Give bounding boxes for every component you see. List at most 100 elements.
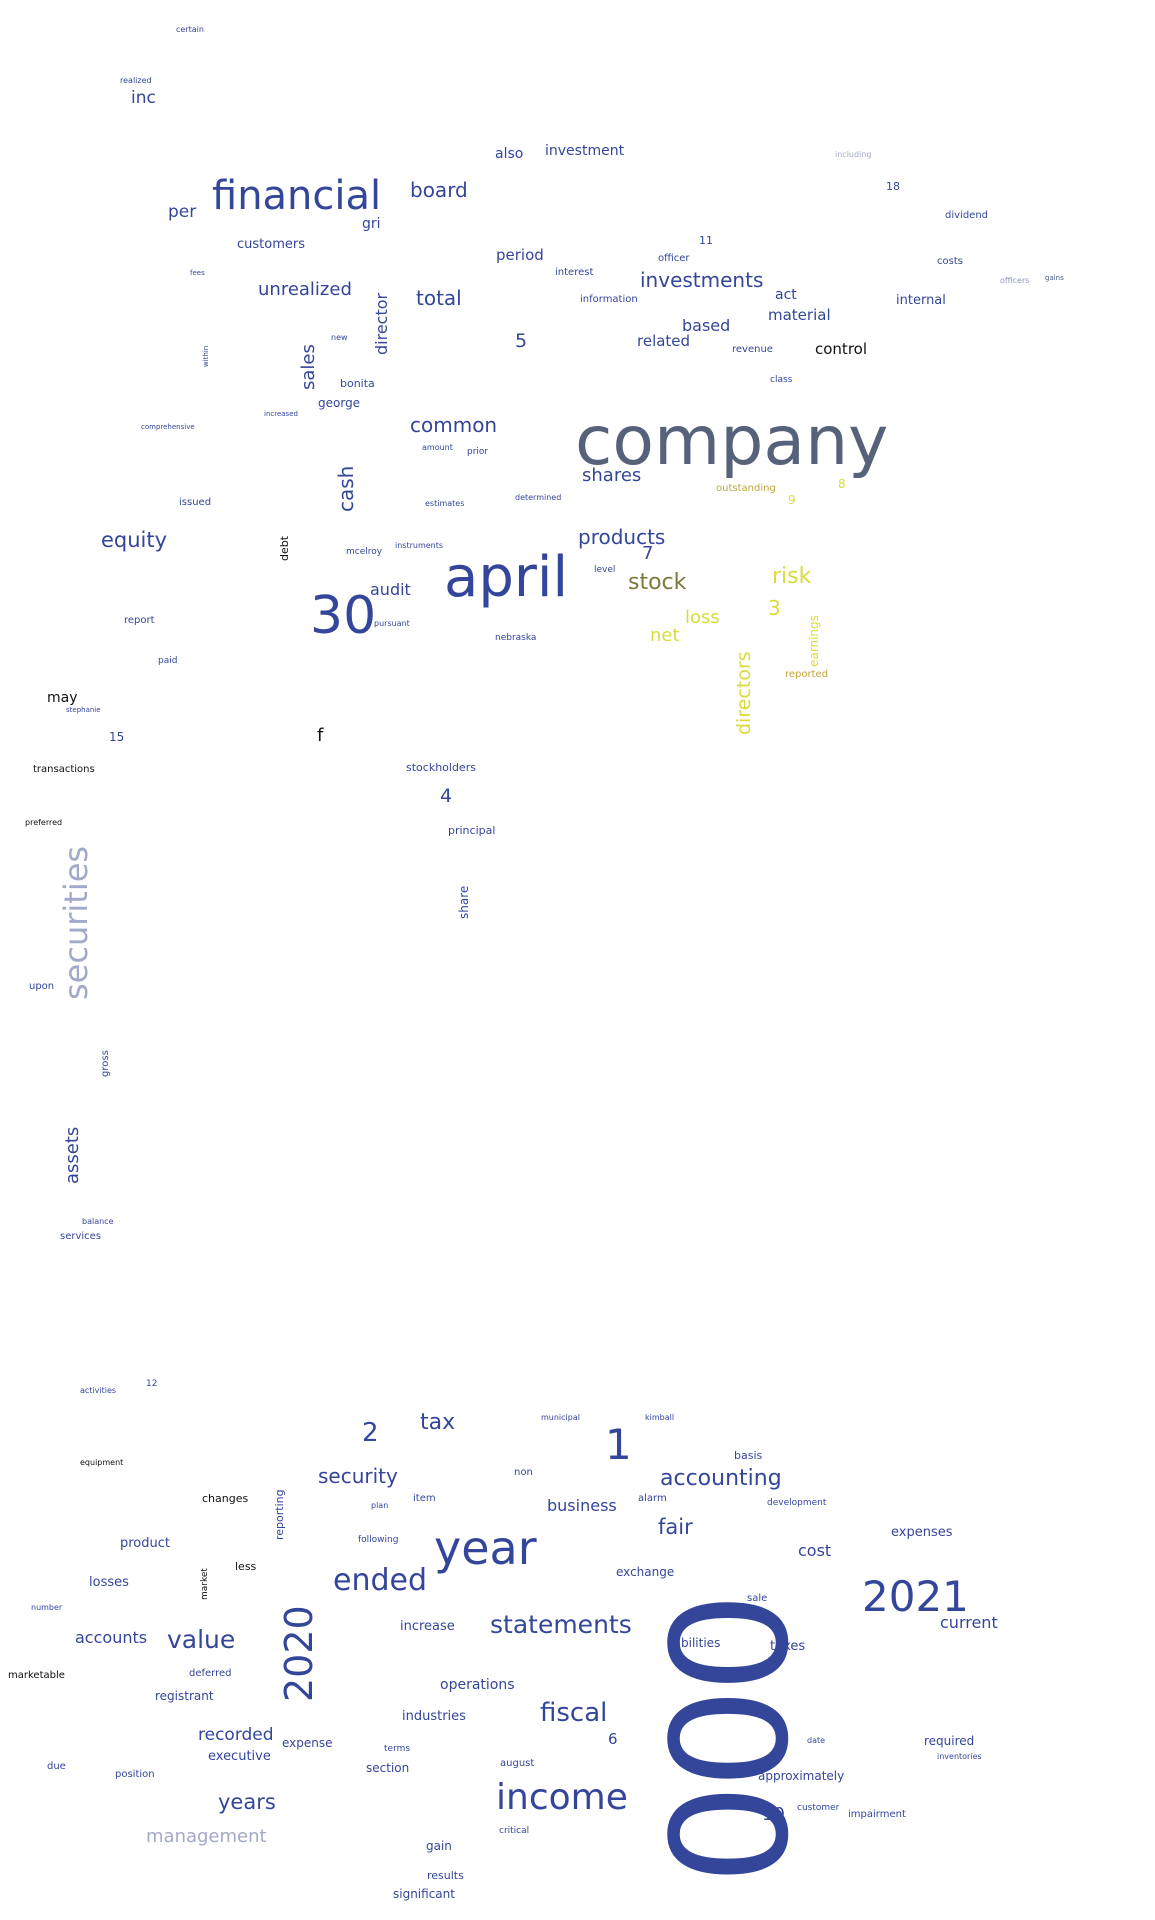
word-transactions: transactions — [33, 764, 95, 775]
word-executive: executive — [208, 1749, 271, 1764]
word-recorded: recorded — [198, 1725, 274, 1745]
word-shares: shares — [582, 465, 642, 486]
word-alarm: alarm — [638, 1493, 667, 1504]
word-determined: determined — [515, 493, 562, 502]
word-impairment: impairment — [848, 1809, 906, 1820]
word-15: 15 — [109, 730, 125, 744]
word-4: 4 — [440, 785, 453, 807]
word-reported: reported — [785, 669, 829, 680]
word-significant: significant — [393, 1887, 455, 1901]
word-revenue: revenue — [732, 344, 773, 355]
word-information: information — [580, 294, 638, 305]
word-expense: expense — [282, 1736, 333, 1750]
word-basis: basis — [734, 1449, 763, 1462]
word-certain: certain — [176, 25, 204, 34]
word-officers: officers — [1000, 276, 1030, 285]
word-market: market — [200, 1568, 210, 1600]
word-inc: inc — [131, 88, 156, 108]
word-5: 5 — [515, 330, 528, 352]
word-business: business — [547, 1496, 617, 1515]
word-registrant: registrant — [155, 1689, 214, 1703]
word-comprehensive: comprehensive — [141, 423, 195, 431]
word-gains: gains — [1045, 274, 1064, 282]
word-dividend: dividend — [945, 210, 989, 221]
word-increase: increase — [400, 1619, 455, 1634]
word-date: date — [807, 1736, 826, 1745]
word-approximately: approximately — [758, 1769, 845, 1783]
word-outstanding: outstanding — [716, 483, 776, 494]
word-instruments: instruments — [395, 541, 444, 550]
word-results: results — [427, 1869, 464, 1882]
word-3: 3 — [768, 596, 781, 620]
word-director: director — [372, 292, 391, 355]
word-also: also — [495, 146, 524, 162]
word-development: development — [767, 1498, 827, 1508]
word-accounts: accounts — [75, 1628, 148, 1647]
word-internal: internal — [896, 293, 946, 308]
word-directors: directors — [733, 651, 755, 735]
word-unrealized: unrealized — [258, 279, 352, 300]
word-balance: balance — [82, 1217, 114, 1226]
word-8: 8 — [838, 477, 846, 491]
word-interest: interest — [555, 267, 594, 278]
word-preferred: preferred — [25, 818, 63, 827]
word-realized: realized — [120, 76, 152, 85]
word-including: including — [835, 150, 872, 159]
word-debt: debt — [278, 535, 291, 561]
word-assets: assets — [62, 1126, 83, 1184]
word-position: position — [115, 1769, 155, 1780]
word-expenses: expenses — [891, 1525, 953, 1540]
word-per: per — [168, 202, 197, 222]
word-liabilities: liabilities — [667, 1636, 721, 1650]
word-sales: sales — [298, 344, 319, 390]
word-statements: statements — [490, 1610, 632, 1639]
word-operations: operations — [440, 1677, 515, 1693]
word-mcelroy: mcelroy — [346, 547, 383, 557]
word-within: within — [202, 345, 210, 367]
word-services: services — [60, 1231, 102, 1242]
word-fiscal: fiscal — [540, 1698, 608, 1728]
word-due: due — [47, 1761, 66, 1772]
word-security: security — [318, 1464, 398, 1488]
word-11: 11 — [699, 234, 713, 247]
word-deferred: deferred — [189, 1668, 232, 1679]
word-product: product — [120, 1536, 171, 1551]
word-bonita: bonita — [340, 377, 375, 390]
word-common: common — [410, 413, 498, 437]
word-august: august — [500, 1758, 535, 1769]
word-level: level — [594, 565, 616, 575]
word-george: george — [318, 396, 361, 410]
word-costs: costs — [937, 256, 963, 267]
word-6: 6 — [608, 1730, 618, 1748]
word-upon: upon — [29, 981, 55, 992]
word-exchange: exchange — [616, 1565, 675, 1579]
word-industries: industries — [402, 1709, 466, 1724]
word-less: less — [235, 1560, 257, 1573]
word-critical: critical — [499, 1826, 530, 1836]
word-30: 30 — [310, 586, 377, 646]
word-7: 7 — [642, 543, 654, 564]
word-products: products — [578, 525, 666, 549]
word-years: years — [218, 1790, 276, 1814]
word-number: number — [31, 1603, 63, 1612]
word-equipment: equipment — [80, 1458, 124, 1467]
word-investments: investments — [640, 268, 764, 292]
word-financial: financial — [212, 173, 382, 219]
word-losses: losses — [89, 1575, 129, 1590]
word-tax: tax — [420, 1410, 456, 1435]
word-stock: stock — [628, 570, 687, 595]
word-paid: paid — [158, 656, 178, 666]
word-cost: cost — [798, 1541, 832, 1560]
word-2: 2 — [362, 1418, 379, 1448]
word-kimball: kimball — [645, 1413, 675, 1422]
word-risk: risk — [772, 564, 812, 589]
word-following: following — [358, 1535, 399, 1545]
word-municipal: municipal — [541, 1413, 580, 1422]
word-current: current — [940, 1613, 998, 1632]
word-changes: changes — [202, 1492, 249, 1505]
word-sale: sale — [747, 1593, 768, 1604]
word-10: 10 — [762, 1804, 785, 1825]
word-principal: principal — [448, 824, 496, 837]
word-securities: securities — [57, 845, 95, 1000]
